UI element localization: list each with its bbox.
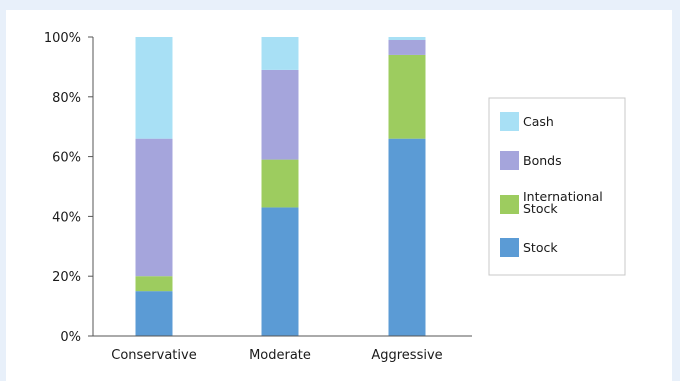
x-category-label: Moderate — [249, 348, 311, 363]
legend-label-line: Stock — [523, 201, 558, 216]
bar-segment-international-stock — [261, 159, 299, 208]
bar-segment-cash — [135, 37, 173, 139]
legend-label: Cash — [523, 114, 554, 129]
bar-segment-stock — [135, 291, 173, 336]
bar-segment-international-stock — [388, 54, 426, 139]
bar-segment-international-stock — [135, 276, 173, 292]
bar-segment-bonds — [388, 39, 426, 55]
bar-segment-cash — [388, 37, 426, 40]
bar-segment-stock — [388, 138, 426, 336]
legend-swatch — [500, 195, 519, 214]
y-tick-label: 40% — [52, 210, 81, 225]
legend-label: Bonds — [523, 153, 562, 168]
legend-label: International Stock — [523, 189, 603, 216]
legend-label-line: International — [523, 189, 603, 204]
legend-swatch — [500, 151, 519, 170]
legend-swatch — [500, 238, 519, 257]
x-category-label: Conservative — [111, 348, 196, 363]
y-tick-label: 60% — [52, 151, 81, 166]
chart-panel: 0% 20% 40% 60% 80% 100% Conservative Moderate Ag… — [6, 10, 672, 381]
bar-segment-bonds — [261, 69, 299, 160]
y-tick-label: 0% — [60, 330, 81, 345]
stacked-bar-chart: 0% 20% 40% 60% 80% 100% Conservative Moderate Ag… — [44, 31, 626, 363]
y-tick-label: 20% — [52, 270, 81, 285]
bar-segment-bonds — [135, 138, 173, 277]
legend-label: Stock — [523, 240, 558, 255]
y-tick-label: 80% — [52, 91, 81, 106]
bar-segment-stock — [261, 207, 299, 336]
legend-swatch — [500, 112, 519, 131]
bar-segment-cash — [261, 37, 299, 70]
y-tick-label: 100% — [44, 31, 81, 46]
x-category-label: Aggressive — [371, 348, 442, 363]
